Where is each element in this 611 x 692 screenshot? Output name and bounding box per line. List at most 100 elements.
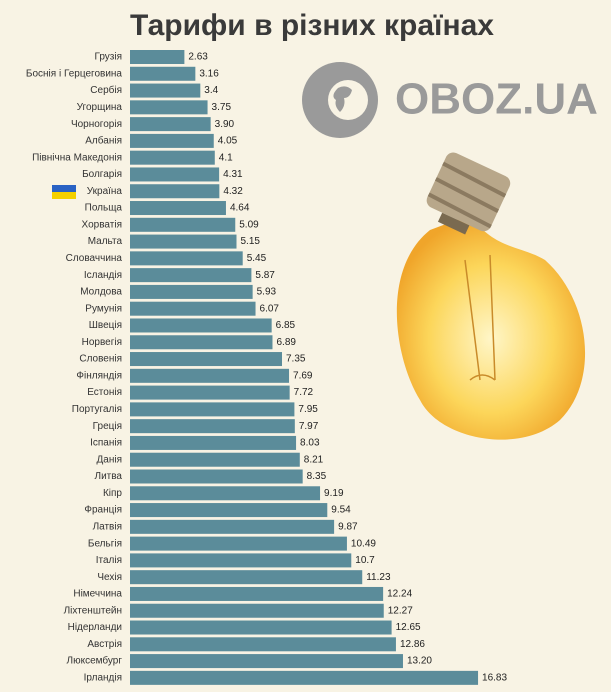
category-label: Чорногорія — [71, 119, 122, 130]
bar — [130, 352, 282, 367]
value-label: 5.93 — [257, 287, 277, 298]
bar — [130, 586, 384, 601]
value-label: 5.87 — [255, 270, 275, 281]
category-label: Албанія — [85, 135, 122, 147]
value-label: 5.15 — [241, 236, 261, 247]
bar — [130, 50, 185, 64]
value-label: 3.90 — [215, 119, 235, 130]
bar — [130, 66, 196, 81]
value-label: 8.35 — [307, 471, 327, 482]
category-label: Боснія і Герцеговина — [26, 68, 123, 79]
value-label: 4.31 — [223, 169, 243, 180]
category-label: Данія — [97, 454, 123, 465]
bar — [130, 368, 290, 383]
category-label: Румунія — [85, 303, 122, 314]
category-label: Латвія — [93, 521, 122, 532]
value-label: 2.63 — [188, 52, 208, 63]
bar — [130, 133, 214, 148]
value-label: 4.32 — [223, 186, 243, 197]
category-label: Грузія — [94, 52, 122, 63]
bar — [130, 83, 201, 98]
bar — [130, 519, 335, 534]
bar — [130, 284, 253, 299]
category-label: Литва — [95, 471, 123, 482]
bar — [130, 251, 243, 266]
bar — [130, 637, 396, 652]
bar — [130, 486, 321, 501]
category-label: Ірландія — [84, 673, 122, 684]
category-label: Північна Македонія — [32, 152, 122, 163]
value-label: 9.87 — [338, 521, 358, 532]
category-label: Люксембург — [67, 655, 123, 667]
value-label: 4.05 — [218, 136, 238, 147]
bar — [130, 335, 273, 350]
bar — [130, 217, 236, 232]
bar — [130, 117, 211, 132]
category-label: Франція — [84, 505, 122, 516]
category-label: Ліхтенштейн — [64, 605, 122, 616]
bar — [130, 620, 392, 635]
category-label: Кіпр — [103, 488, 122, 499]
bar — [130, 150, 215, 165]
category-label: Греція — [93, 421, 122, 432]
value-label: 4.64 — [230, 203, 250, 214]
value-label: 12.86 — [400, 639, 425, 650]
category-label: Польща — [85, 203, 123, 214]
category-label: Україна — [87, 186, 123, 197]
value-label: 8.21 — [304, 454, 324, 465]
category-label: Швеція — [89, 320, 122, 331]
bar — [130, 184, 220, 199]
light-bulb — [396, 152, 586, 440]
bar — [130, 553, 352, 568]
value-label: 7.69 — [293, 370, 313, 381]
value-label: 10.7 — [355, 555, 375, 566]
category-label: Фінляндія — [76, 370, 122, 381]
value-label: 7.97 — [299, 421, 319, 432]
bar — [130, 503, 328, 518]
value-label: 5.45 — [247, 253, 267, 264]
category-label: Естонія — [87, 387, 122, 398]
category-label: Нідерланди — [68, 622, 122, 633]
value-label: 3.75 — [212, 102, 232, 113]
bar — [130, 570, 363, 585]
value-label: 8.03 — [300, 438, 320, 449]
value-label: 5.09 — [239, 219, 259, 230]
category-label: Мальта — [88, 236, 123, 247]
bar — [130, 268, 252, 283]
category-label: Хорватія — [82, 219, 122, 230]
value-label: 3.4 — [204, 85, 218, 96]
bar — [130, 670, 479, 685]
bar — [130, 167, 220, 182]
category-label: Португалія — [72, 404, 122, 415]
value-label: 7.95 — [298, 404, 318, 415]
value-label: 12.65 — [396, 622, 421, 633]
value-label: 12.24 — [387, 589, 412, 600]
value-label: 9.19 — [324, 488, 344, 499]
category-label: Норвегія — [82, 337, 122, 348]
value-label: 6.85 — [276, 320, 296, 331]
bar — [130, 318, 272, 333]
value-label: 3.16 — [199, 68, 219, 79]
bar — [130, 301, 256, 316]
category-label: Бельгія — [88, 538, 122, 549]
value-label: 7.72 — [294, 387, 314, 398]
category-label: Італія — [96, 555, 122, 566]
chart-title: Тарифи в різних країнах — [130, 9, 494, 42]
category-label: Словаччина — [66, 253, 123, 264]
value-label: 6.89 — [276, 337, 296, 348]
value-label: 6.07 — [260, 303, 280, 314]
bar — [130, 419, 295, 434]
ukraine-flag — [52, 185, 76, 199]
value-label: 11.23 — [366, 572, 391, 583]
value-label: 10.49 — [351, 538, 376, 549]
category-label: Молдова — [80, 287, 122, 298]
category-label: Угорщина — [77, 102, 123, 113]
bar — [130, 654, 403, 669]
bar — [130, 603, 384, 618]
category-label: Чехія — [97, 572, 122, 583]
category-label: Німеччина — [73, 589, 122, 600]
bar — [130, 402, 295, 417]
value-label: 13.20 — [407, 656, 432, 667]
category-label: Іспанія — [90, 438, 122, 449]
